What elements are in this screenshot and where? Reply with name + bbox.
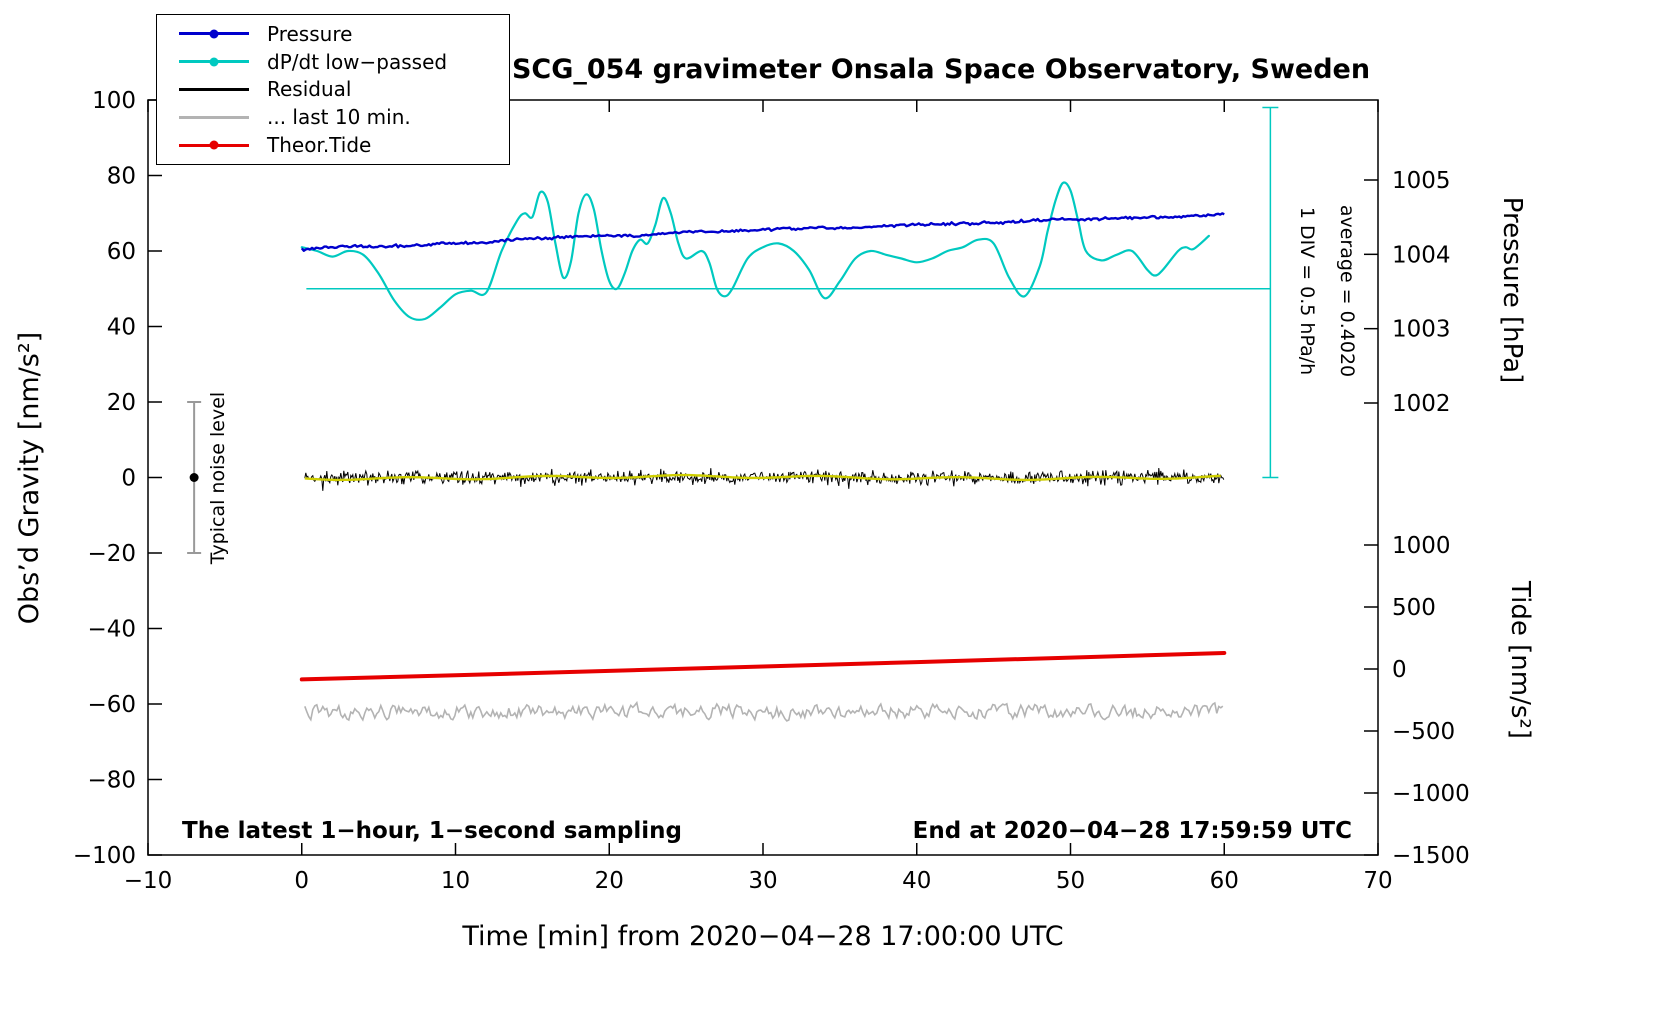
last10-line-swatch	[179, 115, 249, 119]
x-tick-label: 60	[1210, 868, 1239, 894]
x-tick-label: 0	[294, 868, 309, 894]
residual-line-swatch	[179, 87, 249, 91]
pressure-dot-icon	[209, 29, 219, 39]
series-residual-smooth	[304, 473, 1221, 482]
pressure-line-swatch	[179, 29, 249, 39]
end-time-note: End at 2020−04−28 17:59:59 UTC	[913, 818, 1352, 844]
legend-label: Pressure	[267, 21, 353, 46]
gravity-tick-label: −40	[87, 617, 136, 643]
pressure-tick-label: 1004	[1392, 242, 1451, 268]
dpdt-line-swatch	[179, 57, 249, 67]
x-axis-title: Time [min] from 2020−04−28 17:00:00 UTC	[461, 921, 1063, 952]
gravity-tick-label: 20	[107, 390, 136, 416]
pressure-tick-label: 1003	[1392, 317, 1451, 343]
tide-tick-label: 0	[1392, 657, 1407, 683]
legend-item-dpdt: dP/dt low−passed	[157, 49, 509, 75]
gravity-tick-label: 100	[92, 88, 136, 114]
theor-tide-line-swatch	[179, 140, 249, 150]
pressure-tick-label: 1005	[1392, 168, 1451, 194]
sampling-note: The latest 1−hour, 1−second sampling	[182, 818, 682, 844]
tide-axis-title: Tide [nm/s²]	[1505, 580, 1535, 739]
dpdt-average-label: average = 0.4020	[1336, 205, 1358, 377]
gravity-tick-label: 60	[107, 239, 136, 265]
dpdt-div-label: 1 DIV = 0.5 hPa/h	[1296, 207, 1318, 375]
legend-item-residual: Residual	[157, 76, 509, 102]
noise-bar-dot	[189, 473, 199, 482]
pressure-axis-title: Pressure [hPa]	[1497, 197, 1527, 384]
gravity-tick-label: 0	[121, 466, 136, 492]
series-pressure	[300, 212, 1225, 253]
legend-item-pressure: Pressure	[157, 21, 509, 47]
gravity-axis-title: Obs’d Gravity [nm/s²]	[14, 332, 45, 624]
x-tick-label: 70	[1363, 868, 1392, 894]
legend-label: dP/dt low−passed	[267, 49, 448, 74]
chart-title: SCG_054 gravimeter Onsala Space Observat…	[512, 54, 1370, 85]
gravity-tick-label: 40	[107, 315, 136, 341]
gravity-tick-label: −60	[87, 692, 136, 718]
legend-label: Theor.Tide	[267, 133, 372, 158]
dpdt-dot-icon	[209, 57, 219, 67]
x-tick-label: 10	[441, 868, 470, 894]
gravity-tick-label: −20	[87, 541, 136, 567]
pressure-tick-label: 1002	[1392, 391, 1451, 417]
tide-tick-label: −1000	[1392, 781, 1470, 807]
x-tick-label: 50	[1056, 868, 1085, 894]
gravity-tick-label: −100	[73, 843, 136, 869]
legend-item-theor-tide: Theor.Tide	[157, 132, 509, 158]
x-tick-label: 20	[595, 868, 624, 894]
legend-label: Residual	[267, 77, 352, 102]
tide-tick-label: 500	[1392, 595, 1436, 621]
series-last10	[304, 700, 1224, 722]
series-theor-tide	[299, 651, 1227, 682]
gravity-tick-label: −80	[87, 768, 136, 794]
gravity-tick-label: 80	[107, 164, 136, 190]
theor-tide-dot-icon	[209, 140, 219, 150]
x-tick-label: 40	[902, 868, 931, 894]
x-tick-label: 30	[748, 868, 777, 894]
x-tick-label: −10	[124, 868, 173, 894]
noise-level-label: Typical noise level	[207, 392, 229, 565]
legend-item-last10: ... last 10 min.	[157, 104, 509, 130]
legend-label: ... last 10 min.	[267, 105, 411, 130]
tide-tick-label: 1000	[1392, 533, 1451, 559]
legend-box: Pressure dP/dt low−passed Residual ... l…	[156, 14, 510, 165]
tide-tick-label: −500	[1392, 719, 1455, 745]
series-dpdt	[300, 181, 1210, 321]
tide-tick-label: −1500	[1392, 843, 1470, 869]
